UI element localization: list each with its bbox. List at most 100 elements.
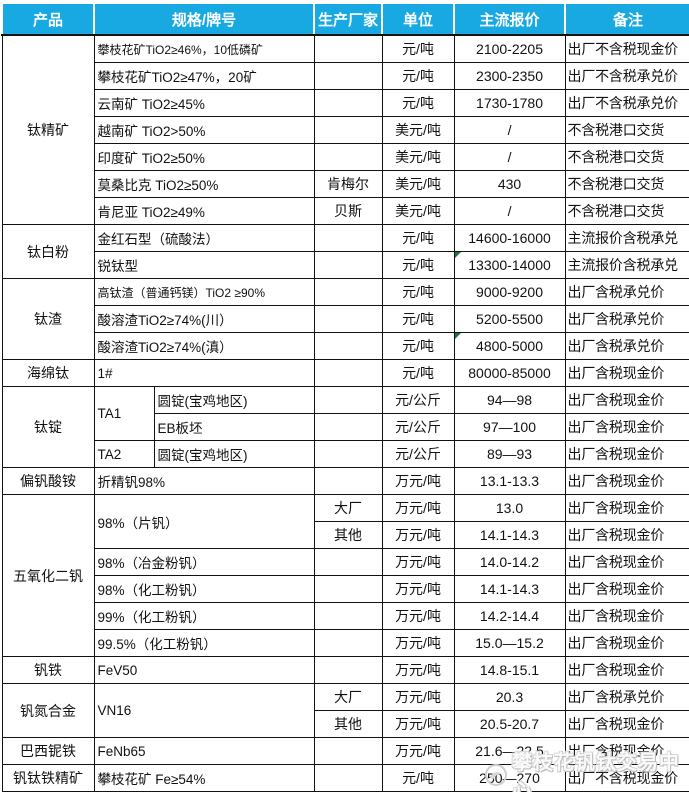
cell-note: 不含税港口交货 xyxy=(564,170,689,198)
cell-spec: 99%（化工粉钒） xyxy=(93,602,315,630)
table-row: TA2 圆锭(宝鸡地区) 元/公斤 89—93 出厂含税现金价 xyxy=(2,440,689,468)
cell-note: 出厂含税承兑价 xyxy=(564,683,689,711)
cell-manufacturer: 大厂 xyxy=(313,683,383,711)
cell-unit: 万元/吨 xyxy=(381,548,455,576)
cell-price: 14.1-14.3 xyxy=(453,521,566,549)
cell-price: 14.0-14.2 xyxy=(453,548,566,576)
cell-spec: 莫桑比克 TiO2≥50% xyxy=(93,170,315,198)
cell-unit: 元/公斤 xyxy=(381,413,455,441)
cell-spec: 圆锭(宝鸡地区) xyxy=(153,440,315,468)
cell-note: 出厂含税现金价 xyxy=(564,413,689,441)
cell-price: 2300-2350 xyxy=(453,62,566,90)
cell-manufacturer: 肯梅尔 xyxy=(313,170,383,198)
cell-spec: 98%（片钒） xyxy=(93,494,315,549)
cell-price: / xyxy=(453,197,566,225)
cell-manufacturer xyxy=(313,764,383,792)
cell-note: 出厂含税承兑价 xyxy=(564,305,689,333)
table-row: 98%（化工粉钒） 万元/吨 14.1-14.3 出厂含税现金价 xyxy=(2,575,689,603)
cell-manufacturer xyxy=(313,386,383,414)
watermark-text: 攀枝花钒钛交易中心 xyxy=(512,752,680,792)
cell-note: 主流报价含税承兑 xyxy=(564,224,689,252)
cell-product: 钒氮合金 xyxy=(1,683,95,738)
cell-product: 海绵钛 xyxy=(1,359,95,387)
cell-unit: 元/吨 xyxy=(381,224,455,252)
cell-spec: FeNb65 xyxy=(93,737,315,765)
cell-manufacturer xyxy=(313,62,383,90)
cell-note: 出厂含税现金价 xyxy=(564,602,689,630)
cell-note: 出厂不含税现金价 xyxy=(564,34,689,63)
cell-price: 13.0 xyxy=(453,494,566,522)
table-row: 钒氮合金 VN16 大厂 万元/吨 20.3 出厂含税承兑价 xyxy=(1,683,689,738)
cell-unit: 美元/吨 xyxy=(381,170,455,198)
cell-product: 钛渣 xyxy=(1,278,95,360)
cell-manufacturer xyxy=(313,602,383,630)
cell-note: 出厂含税现金价 xyxy=(564,494,689,522)
cell-note: 出厂含税现金价 xyxy=(564,521,689,549)
table-row: 海绵钛 1# 元/吨 80000-85000 出厂含税现金价 xyxy=(1,359,689,387)
table-row: 越南矿 TiO2>50% 美元/吨 / 不含税港口交货 xyxy=(2,116,689,144)
cell-manufacturer xyxy=(313,413,383,441)
cell-manufacturer: 大厂 xyxy=(313,494,383,522)
cell-note: 出厂含税现金价 xyxy=(564,467,689,495)
cell-unit: 元/吨 xyxy=(381,62,455,90)
cell-unit: 万元/吨 xyxy=(381,629,455,657)
cell-price: 20.5-20.7 xyxy=(453,710,566,738)
cell-manufacturer xyxy=(313,34,383,63)
cell-manufacturer xyxy=(313,305,383,333)
cell-manufacturer xyxy=(313,737,383,765)
cell-spec: 攀枝花矿 Fe≥54% xyxy=(93,764,315,792)
cell-price: / xyxy=(453,143,566,171)
cell-unit: 元/吨 xyxy=(381,278,455,306)
cell-spec: 圆锭(宝鸡地区) xyxy=(153,386,315,414)
cell-spec: VN16 xyxy=(93,683,315,738)
table-row: 巴西铌铁 FeNb65 万元/吨 21.6—22.5 出厂含税现金价 xyxy=(1,737,689,765)
cell-spec: EB板坯 xyxy=(153,413,315,441)
cell-manufacturer xyxy=(313,440,383,468)
col-header-unit: 单位 xyxy=(381,2,456,36)
table-row: 云南矿 TiO2≥45% 元/吨 1730-1780 出厂不含税承兑价 xyxy=(2,89,689,117)
cell-unit: 元/公斤 xyxy=(381,386,455,414)
cell-product: 偏钒酸铵 xyxy=(1,467,95,495)
table-row: 酸溶渣TiO2≥74%(川） 元/吨 5200-5500 出厂含税承兑价 xyxy=(2,305,689,333)
cell-product: 五氧化二钒 xyxy=(1,494,95,657)
exchange-logo-icon xyxy=(485,764,507,786)
table-row: 其他 万元/吨 20.5-20.7 出厂含税现金价 xyxy=(2,710,689,738)
table-row: 钒钛铁精矿 攀枝花矿 Fe≥54% 元/吨 250—270 出厂不含税现金价 xyxy=(1,764,689,792)
table-row: 钛精矿 攀枝花矿TiO2≥46%，10低磷矿 元/吨 2100-2205 出厂不… xyxy=(1,34,689,225)
cell-spec: 高钛渣（普通钙镁）TiO2 ≥90% xyxy=(93,278,315,306)
table-row: 钒铁 FeV50 万元/吨 14.8-15.1 出厂含税现金价 xyxy=(1,656,689,684)
cell-price: 14.8-15.1 xyxy=(453,656,566,684)
cell-manufacturer xyxy=(313,116,383,144)
table-row: 钛白粉 金红石型（硫酸法） 元/吨 14600-16000 主流报价含税承兑 xyxy=(1,224,689,279)
cell-price: 9000-9200 xyxy=(453,278,566,306)
cell-note: 出厂含税现金价 xyxy=(564,440,689,468)
cell-unit: 元/公斤 xyxy=(381,440,455,468)
cell-manufacturer xyxy=(313,143,383,171)
cell-spec: 98%（化工粉钒） xyxy=(93,575,315,603)
cell-unit: 元/吨 xyxy=(381,34,455,63)
cell-manufacturer: 其他 xyxy=(313,710,383,738)
cell-note: 出厂含税现金价 xyxy=(564,386,689,414)
cell-spec: 锐钛型 xyxy=(93,251,315,279)
cell-unit: 元/吨 xyxy=(381,305,455,333)
table-row: 五氧化二钒 98%（片钒） 大厂 万元/吨 13.0 出厂含税现金价 xyxy=(1,494,689,657)
cell-note: 出厂不含税承兑价 xyxy=(564,62,689,90)
cell-unit: 美元/吨 xyxy=(381,116,455,144)
cell-note: 出厂含税承兑价 xyxy=(564,278,689,306)
cell-unit: 元/吨 xyxy=(381,764,455,792)
table-row: 酸溶渣TiO2≥74%(滇） 元/吨 4800-5000 出厂含税承兑价 xyxy=(2,332,689,360)
cell-unit: 美元/吨 xyxy=(381,143,455,171)
col-header-product: 产品 xyxy=(1,2,95,36)
cell-product: 钛锭 xyxy=(1,386,95,468)
watermark: 攀枝花钒钛交易中心 xyxy=(484,746,689,792)
cell-note: 不含税港口交货 xyxy=(564,143,689,171)
cell-manufacturer xyxy=(313,629,383,657)
col-header-note: 备注 xyxy=(564,2,689,36)
table-row: 99.5%（化工粉钒） 万元/吨 15.0—15.2 出厂含税现金价 xyxy=(2,629,689,657)
cell-spec: 98%（冶金粉钒） xyxy=(93,548,315,576)
col-header-price: 主流报价 xyxy=(453,2,567,36)
cell-manufacturer xyxy=(313,467,383,495)
cell-manufacturer xyxy=(313,278,383,306)
cell-unit: 万元/吨 xyxy=(381,683,455,711)
